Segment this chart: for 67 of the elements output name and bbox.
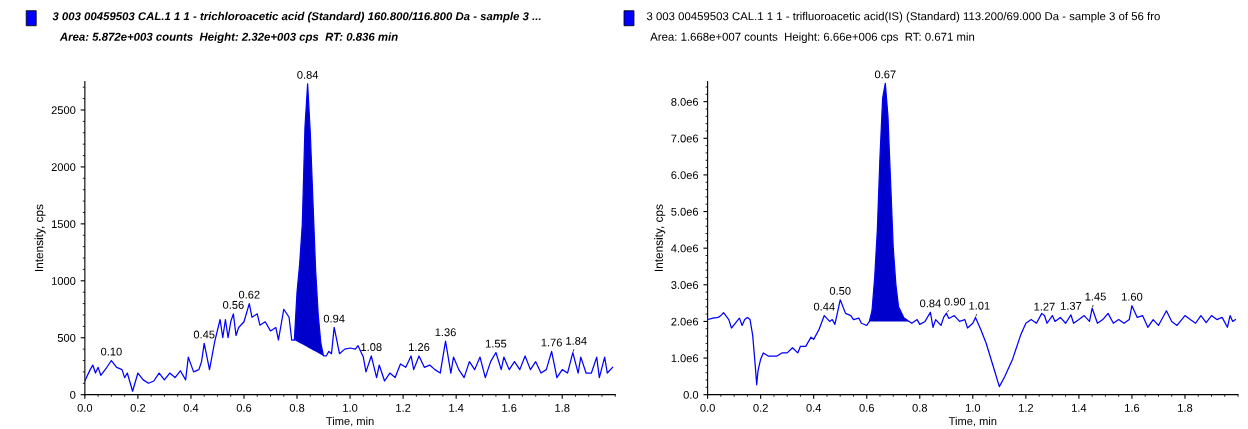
y-tick-label: 500 [57, 334, 76, 342]
x-tick-label: 1.6 [502, 404, 517, 412]
annotation: 0.10 [101, 347, 122, 356]
x-tick-label: 0.0 [77, 404, 93, 412]
x-tick-label: 1.8 [1178, 404, 1193, 412]
annotation: 0.50 [829, 286, 851, 295]
annotation: 0.44 [813, 302, 835, 311]
y-tick-label: 5.0e6 [671, 207, 699, 216]
y-tick-label: 4.0e6 [671, 244, 699, 253]
x-tick-label: 1.0 [965, 404, 981, 412]
x-tick-label: 0.8 [289, 404, 305, 412]
y-tick-label: 2000 [51, 163, 76, 172]
x-tick-label: 1.0 [343, 404, 358, 412]
y-tick-label: 2.0e6 [671, 317, 699, 326]
x-axis-title: Time, min [948, 416, 997, 427]
y-tick-label: 6.0e6 [671, 171, 699, 180]
y-tick-label: 0 [70, 390, 76, 399]
annotation: 0.56 [223, 300, 244, 309]
y-axis-title: Intensity, cps [654, 204, 666, 272]
x-tick-label: 0.8 [912, 404, 928, 412]
x-tick-label: 0.6 [859, 404, 874, 412]
y-tick-label: 1.0e6 [671, 354, 699, 363]
chart-subtitle: Area: 5.872e+003 counts Height: 2.32e+003 cps RT: 0.836 min [59, 32, 398, 44]
x-tick-label: 0.4 [183, 404, 199, 412]
annotation: 1.60 [1121, 292, 1143, 301]
x-tick-label: 1.6 [1125, 404, 1140, 412]
annotation: 1.45 [1085, 292, 1106, 301]
annotation: 1.27 [1034, 302, 1055, 311]
y-axis-title: Intensity, cps [34, 204, 46, 272]
x-tick-label: 1.2 [396, 404, 411, 412]
line-series [707, 82, 1236, 388]
y-tick-label: 0.0 [683, 390, 699, 399]
x-tick-label: 0.0 [700, 404, 715, 412]
x-tick-label: 0.2 [130, 404, 146, 412]
annotation: 0.84 [920, 299, 941, 308]
x-tick-label: 0.4 [806, 404, 822, 412]
x-axis-title: Time, min [326, 416, 374, 427]
annotation: 1.37 [1060, 301, 1082, 310]
y-tick-label: 7.0e6 [671, 134, 699, 143]
annotation: 1.01 [969, 301, 990, 310]
annotation: 0.90 [944, 297, 966, 306]
x-tick-label: 1.4 [449, 404, 464, 412]
annotation: 0.62 [238, 290, 260, 299]
annotation: 0.84 [297, 70, 319, 79]
annotation: 1.84 [566, 336, 587, 345]
annotation: 0.45 [193, 330, 215, 339]
y-tick-label: 2500 [51, 106, 76, 115]
annotation: 0.94 [323, 314, 345, 323]
x-tick-label: 1.8 [555, 404, 570, 412]
annotation: 1.26 [409, 343, 430, 351]
annotation: 1.08 [361, 343, 382, 351]
x-tick-label: 0.2 [753, 404, 768, 412]
y-tick-label: 3.0e6 [671, 281, 699, 289]
annotation: 0.67 [874, 70, 896, 79]
chart-title: 3 003 00459503 CAL.1 1 1 - trichloroacetic acid (Standard) 160.800/116.800 Da - sample 3 ... [52, 11, 541, 23]
y-tick-label: 8.0e6 [671, 97, 699, 106]
x-tick-label: 1.4 [1072, 404, 1087, 412]
annotation: 1.55 [485, 339, 507, 348]
y-tick-label: 1500 [51, 220, 76, 228]
annotation: 1.36 [435, 328, 456, 337]
chart-subtitle: Area: 1.668e+007 counts Height: 6.66e+006 cps RT: 0.671 min [650, 32, 975, 44]
y-tick-label: 1000 [51, 277, 76, 285]
line-series [84, 83, 614, 392]
chart-title: 3 003 00459503 CAL.1 1 1 - trifluoroacetic acid(IS) (Standard) 113.200/69.000 Da - sample 3 of 56 fro [646, 11, 1160, 23]
x-tick-label: 1.2 [1018, 404, 1034, 412]
annotation: 1.76 [541, 338, 562, 347]
x-tick-label: 0.6 [236, 404, 252, 412]
